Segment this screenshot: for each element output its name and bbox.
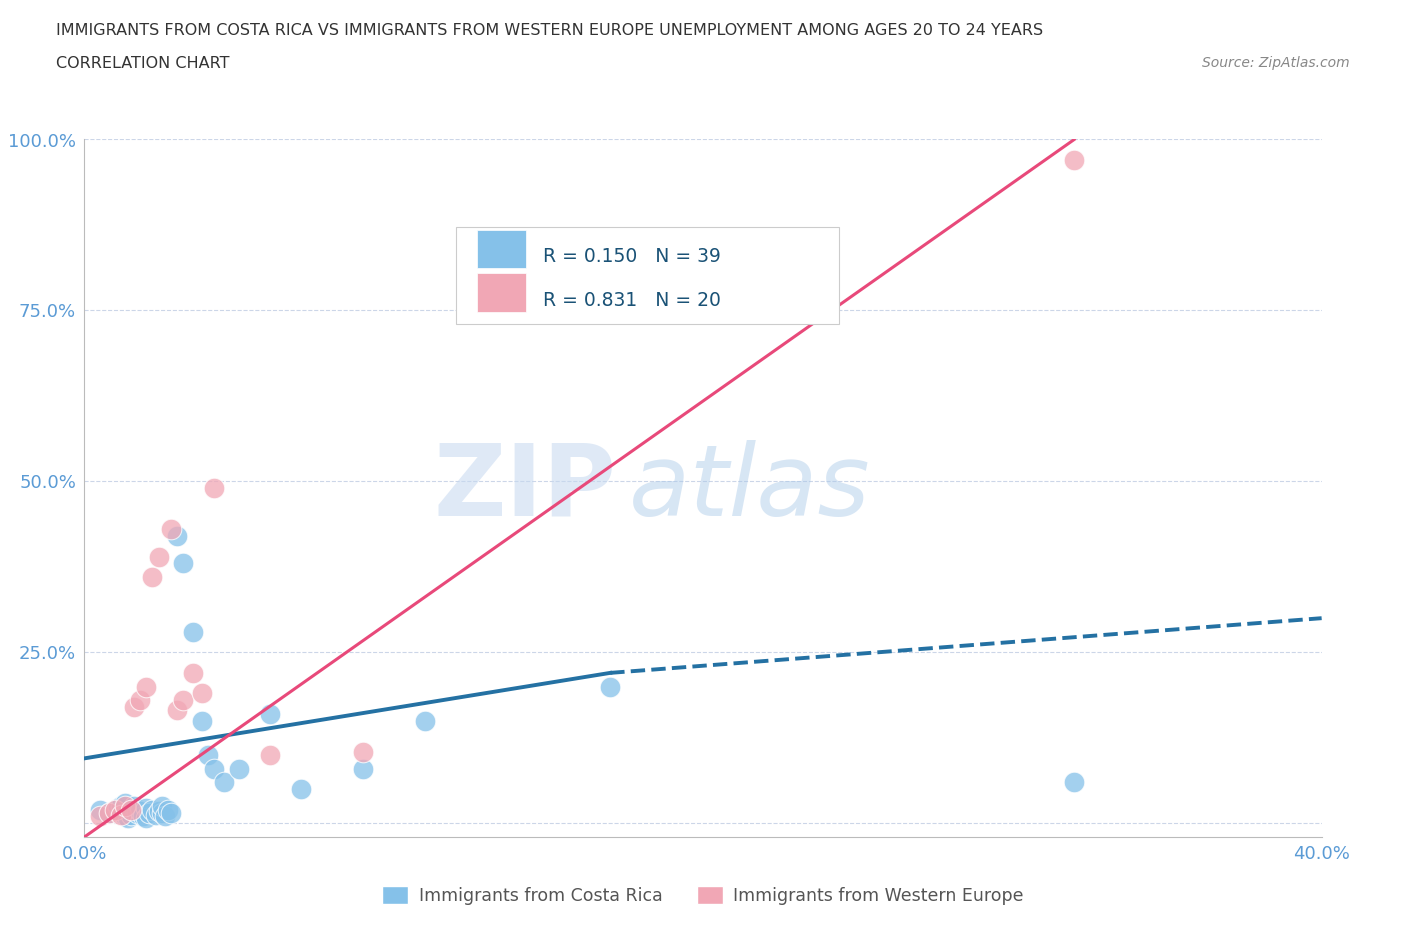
Text: R = 0.831   N = 20: R = 0.831 N = 20 bbox=[543, 290, 721, 310]
Point bbox=[141, 803, 163, 817]
Point bbox=[104, 803, 127, 817]
Point bbox=[160, 522, 183, 537]
Point bbox=[191, 713, 214, 728]
Point bbox=[1063, 775, 1085, 790]
Point bbox=[259, 748, 281, 763]
Point bbox=[114, 795, 136, 810]
Point bbox=[98, 805, 121, 820]
Point bbox=[120, 803, 142, 817]
Point bbox=[114, 799, 136, 814]
Point bbox=[110, 807, 132, 822]
Point bbox=[181, 624, 204, 639]
Point bbox=[228, 761, 250, 776]
Point bbox=[191, 686, 214, 701]
Point bbox=[166, 703, 188, 718]
Point bbox=[98, 805, 121, 820]
Point bbox=[89, 803, 111, 817]
Point bbox=[150, 805, 173, 820]
Text: atlas: atlas bbox=[628, 440, 870, 537]
Point bbox=[156, 803, 179, 817]
Point bbox=[89, 809, 111, 824]
Point bbox=[120, 803, 142, 817]
Legend: Immigrants from Costa Rica, Immigrants from Western Europe: Immigrants from Costa Rica, Immigrants f… bbox=[375, 880, 1031, 912]
Point bbox=[197, 748, 219, 763]
Point bbox=[104, 804, 127, 818]
Point bbox=[413, 713, 436, 728]
Point bbox=[160, 805, 183, 820]
Point bbox=[172, 693, 194, 708]
Point bbox=[599, 679, 621, 694]
Text: CORRELATION CHART: CORRELATION CHART bbox=[56, 56, 229, 71]
Point bbox=[202, 481, 225, 496]
Point bbox=[153, 809, 176, 824]
Point bbox=[181, 666, 204, 681]
Point bbox=[172, 556, 194, 571]
Point bbox=[132, 809, 155, 824]
Point bbox=[212, 775, 235, 790]
Point bbox=[148, 550, 170, 565]
Point bbox=[117, 810, 139, 825]
Bar bbox=[477, 230, 526, 268]
Point bbox=[135, 679, 157, 694]
Point bbox=[1063, 153, 1085, 167]
Point bbox=[290, 782, 312, 797]
Point bbox=[129, 804, 152, 818]
Point bbox=[148, 804, 170, 818]
Point bbox=[110, 799, 132, 814]
Text: ZIP: ZIP bbox=[433, 440, 616, 537]
Bar bbox=[477, 273, 526, 312]
Point bbox=[259, 707, 281, 722]
Point bbox=[202, 761, 225, 776]
Point bbox=[120, 807, 142, 822]
Point bbox=[135, 801, 157, 816]
Point bbox=[166, 528, 188, 543]
Point bbox=[135, 810, 157, 825]
Point bbox=[145, 807, 167, 822]
Text: R = 0.150   N = 39: R = 0.150 N = 39 bbox=[543, 247, 721, 266]
Point bbox=[150, 799, 173, 814]
Text: IMMIGRANTS FROM COSTA RICA VS IMMIGRANTS FROM WESTERN EUROPE UNEMPLOYMENT AMONG : IMMIGRANTS FROM COSTA RICA VS IMMIGRANTS… bbox=[56, 23, 1043, 38]
Point bbox=[122, 699, 145, 714]
Point bbox=[125, 805, 148, 820]
Point bbox=[138, 805, 160, 820]
Point bbox=[122, 799, 145, 814]
Text: Source: ZipAtlas.com: Source: ZipAtlas.com bbox=[1202, 56, 1350, 70]
Point bbox=[114, 809, 136, 824]
FancyBboxPatch shape bbox=[456, 227, 839, 325]
Point bbox=[352, 744, 374, 759]
Point bbox=[107, 801, 129, 816]
Point bbox=[141, 570, 163, 585]
Point bbox=[352, 761, 374, 776]
Point bbox=[129, 693, 152, 708]
